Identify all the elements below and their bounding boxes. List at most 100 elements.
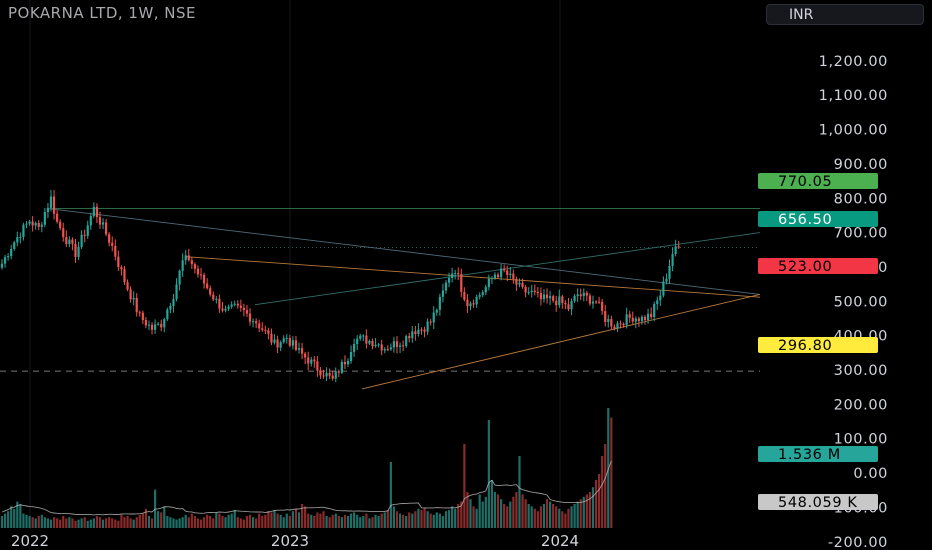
candle-body	[258, 323, 261, 329]
candle-body	[16, 237, 19, 243]
volume-bar	[212, 518, 215, 528]
candle-body	[0, 263, 4, 268]
candle-body	[362, 335, 365, 337]
volume-bar	[493, 492, 497, 528]
candle-body	[163, 319, 166, 328]
candle-body	[521, 282, 524, 288]
volume-bar	[218, 513, 221, 528]
candle-body	[248, 313, 252, 322]
volume-bar	[527, 504, 530, 528]
volume-bar	[405, 516, 408, 528]
candle-body	[518, 282, 521, 285]
volume-bar	[594, 480, 598, 528]
volume-bar	[242, 519, 245, 528]
price-tag-label: 548.059 K	[778, 495, 857, 511]
candle-body	[466, 299, 469, 307]
volume-bar	[496, 494, 500, 528]
volume-bar	[423, 507, 426, 528]
volume-bar	[206, 514, 209, 528]
volume-bar	[276, 513, 279, 528]
price-tag-background	[758, 494, 878, 510]
candle-body	[509, 273, 512, 275]
candle-body	[656, 300, 659, 304]
candle-body	[392, 341, 396, 348]
candle-body	[380, 344, 383, 351]
candle-body	[628, 314, 631, 318]
volume-bar	[392, 506, 396, 528]
price-tag-background	[758, 211, 878, 227]
volume-bar	[564, 513, 567, 528]
candle-body	[154, 324, 157, 330]
volume-bar	[196, 518, 200, 528]
volume-bar	[123, 517, 126, 528]
volume-bar	[469, 499, 472, 528]
volume-bar	[555, 506, 558, 528]
volume-bar	[114, 519, 117, 528]
volume-bar	[316, 512, 319, 528]
volume-bar	[157, 511, 160, 528]
volume-bar	[16, 501, 19, 528]
candle-body	[199, 274, 203, 276]
candle-body	[371, 340, 374, 347]
volume-bar	[481, 501, 484, 528]
volume-bar	[95, 516, 99, 528]
volume-bar	[71, 518, 74, 528]
candle-body	[555, 300, 558, 306]
volume-bar	[536, 511, 539, 528]
candle-body	[631, 317, 634, 322]
price-tag-background	[758, 337, 878, 353]
volume-bar	[160, 512, 163, 528]
candle-body	[349, 351, 353, 362]
volume-bar	[343, 514, 347, 528]
volume-bar	[325, 516, 328, 528]
candle-body	[196, 268, 200, 275]
candle-body	[190, 260, 193, 265]
candle-body	[515, 278, 518, 285]
volume-bar	[255, 518, 258, 528]
candle-body	[279, 342, 282, 348]
volume-bar	[340, 517, 343, 528]
candle-body	[25, 223, 28, 225]
candle-body	[202, 274, 206, 284]
candle-body	[527, 292, 530, 294]
volume-bar	[337, 516, 340, 528]
volume-bar	[533, 508, 536, 528]
candle-body	[52, 196, 56, 214]
candle-body	[564, 303, 567, 305]
volume-bar	[117, 520, 120, 528]
candle-body	[533, 290, 536, 293]
price-tag: 296.80	[758, 337, 878, 354]
chart-title: POKARNA LTD, 1W, NSE	[8, 4, 197, 22]
candle-body	[28, 221, 31, 224]
volume-bar	[561, 511, 564, 528]
volume-bar	[417, 508, 420, 528]
price-tick-label: 100.00	[834, 432, 888, 448]
candle-body	[447, 277, 451, 283]
candle-body	[441, 290, 445, 297]
candle-body	[181, 260, 184, 271]
currency-selector[interactable]: INR	[766, 4, 924, 25]
price-tick-label: 800.00	[834, 191, 888, 207]
price-tag: 523.00	[758, 258, 878, 275]
candle-body	[95, 206, 99, 218]
candle-body	[206, 283, 209, 289]
volume-bar	[447, 510, 451, 528]
candle-body	[408, 336, 411, 339]
candle-body	[579, 294, 582, 297]
volume-bar	[233, 510, 236, 528]
candle-body	[92, 206, 95, 217]
price-tick-label: 1,000.00	[819, 123, 888, 139]
volume-bar	[209, 516, 212, 528]
candle-body	[637, 318, 640, 322]
volume-bar	[500, 499, 503, 528]
volume-bar	[420, 510, 423, 528]
price-tag-background	[758, 258, 878, 274]
candle-body	[245, 310, 249, 314]
trendline-lower	[361, 293, 761, 390]
candle-body	[43, 212, 46, 225]
candle-body	[49, 196, 53, 208]
candle-body	[597, 301, 601, 303]
volume-bar	[172, 518, 175, 528]
candle-body	[542, 294, 546, 300]
